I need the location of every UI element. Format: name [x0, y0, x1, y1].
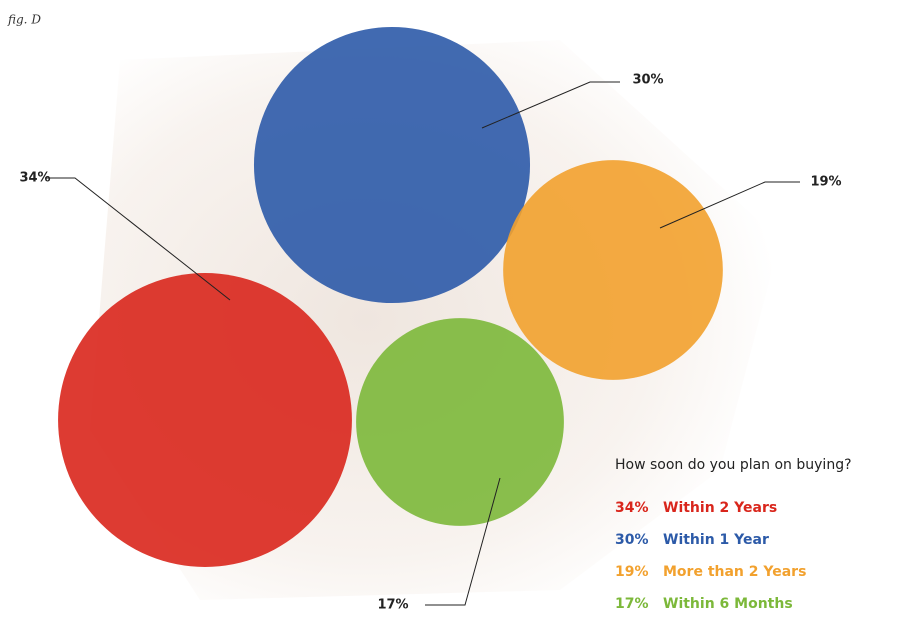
bubble [253, 26, 531, 304]
data-label: 30% [632, 73, 663, 88]
legend-value: 34% [615, 500, 649, 516]
legend-value: 30% [615, 532, 649, 548]
legend-label: Within 1 Year [663, 532, 769, 548]
legend-title: How soon do you plan on buying? [615, 457, 852, 473]
legend-label: More than 2 Years [663, 564, 806, 580]
data-label: 17% [377, 598, 408, 613]
data-label: 19% [810, 175, 841, 190]
legend-value: 17% [615, 596, 649, 612]
legend: 34% Within 2 Years 30% Within 1 Year 19% More… [615, 500, 806, 612]
leader-line [425, 477, 501, 606]
bubble [503, 160, 723, 380]
legend-label: Within 6 Months [663, 596, 793, 612]
leader-line [481, 81, 620, 129]
bubbles: 34% 30% 19% 17% [19, 26, 842, 613]
data-label: 34% [19, 171, 50, 186]
leader-line [45, 177, 231, 301]
legend-value: 19% [615, 564, 649, 580]
legend-label: Within 2 Years [663, 500, 777, 516]
bubble [58, 273, 352, 567]
leader-line [659, 181, 800, 229]
figure-label: fig. D [7, 13, 41, 27]
bubble [356, 318, 564, 526]
